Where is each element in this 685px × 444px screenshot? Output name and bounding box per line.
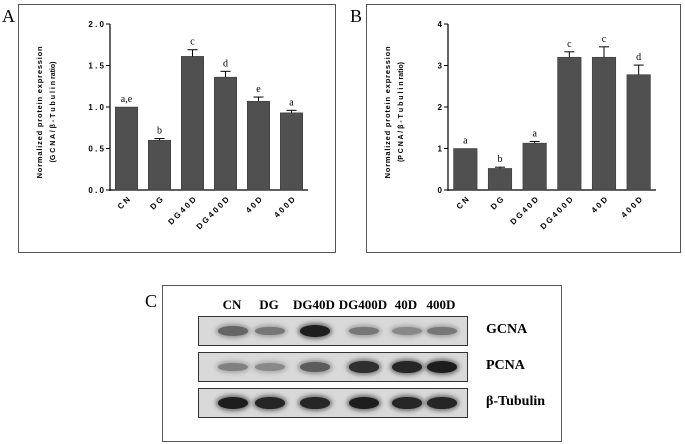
y-tick-label: 1 . 0 [88,103,104,112]
panel-b-letter: B [350,6,363,26]
blot-band [300,362,330,372]
bar [557,56,582,191]
blot-lane-label: 40D [394,297,418,312]
category-label: 4 0 D [244,195,264,215]
category-label: D G 4 0 D [166,195,198,227]
bar [247,100,270,191]
blot-strip [198,316,468,346]
bar [591,56,617,191]
significance-label: b [157,126,162,137]
category-label: 4 0 D [590,195,610,215]
category-label: D G 4 0 D [509,195,541,227]
significance-label: d [636,52,641,63]
blot-lane-label: CN [222,297,242,312]
blot-band [218,397,248,409]
y-tick-label: 2 [438,103,443,112]
category-label: 4 0 0 D [619,195,644,220]
blot-band [218,326,248,336]
blot-band [392,397,422,409]
blot-band [392,326,422,336]
blot-band [427,361,457,373]
significance-label: c [190,37,195,48]
category-label: C N [455,195,471,211]
blot-band [300,325,330,337]
y-tick-label: 1 . 5 [88,62,104,71]
y-tick-label: 0 . 5 [88,145,104,154]
y-axis-label-ratio: (P C N A / β - T u b u l i n ratio) [398,62,405,162]
blot-lane-label: 400D [426,297,456,312]
y-tick-label: 3 [438,62,443,71]
blot-band [255,362,285,372]
blot-strip [198,388,468,418]
blot-lane-label: DG [259,297,279,312]
panel-c-letter: C [145,291,158,311]
y-axis-label-ratio: (G C N A / β - T u b u l i n ratio) [50,62,57,163]
y-tick-label: 2 . 0 [88,20,104,29]
bar [522,142,547,191]
category-label: D G [489,195,505,211]
bar [280,112,303,191]
significance-label: d [223,58,228,69]
bar [626,74,651,191]
significance-label: a [532,128,537,139]
bar [487,168,513,191]
category-label: D G 4 0 0 D [539,195,575,231]
y-tick-label: 0 . 0 [88,186,104,195]
blot-band [427,397,457,409]
blot-lane-label: DG400D [338,297,388,312]
blot-band [392,361,422,373]
blot-band [349,397,379,409]
significance-label: a,e [121,94,133,105]
category-label: 4 0 0 D [272,195,297,220]
y-tick-label: 0 [438,186,443,195]
y-axis-label: Normalized protein expression [383,46,392,179]
blot-lane-label: DG40D [293,297,335,312]
bar [115,106,138,191]
y-tick-label: 1 [438,145,443,154]
y-axis-label: Normalized protein expression [35,46,44,179]
significance-label: c [602,34,607,45]
blot-row-label: GCNA [486,322,528,337]
significance-label: e [256,84,261,95]
significance-label: a [289,97,294,108]
y-tick-label: 4 [438,20,443,29]
bar [214,76,237,191]
bar [453,148,478,191]
significance-label: a [463,136,468,147]
blot-band [255,326,285,336]
blot-band [349,361,379,373]
blot-row-label: PCNA [486,358,525,373]
blot-band [255,397,285,409]
category-label: D G [148,195,164,211]
blot-band [427,326,457,336]
bar [181,56,204,191]
panel-a-letter: A [2,6,15,26]
blot-band [300,397,330,409]
significance-label: c [567,39,572,50]
significance-label: b [498,154,503,165]
blot-row-label: β-Tubulin [486,394,546,409]
category-label: C N [116,195,132,211]
category-label: D G 4 0 0 D [195,195,231,231]
bar [148,139,171,191]
blot-band [349,326,379,336]
blot-strip [198,352,468,382]
blot-band [218,362,248,372]
